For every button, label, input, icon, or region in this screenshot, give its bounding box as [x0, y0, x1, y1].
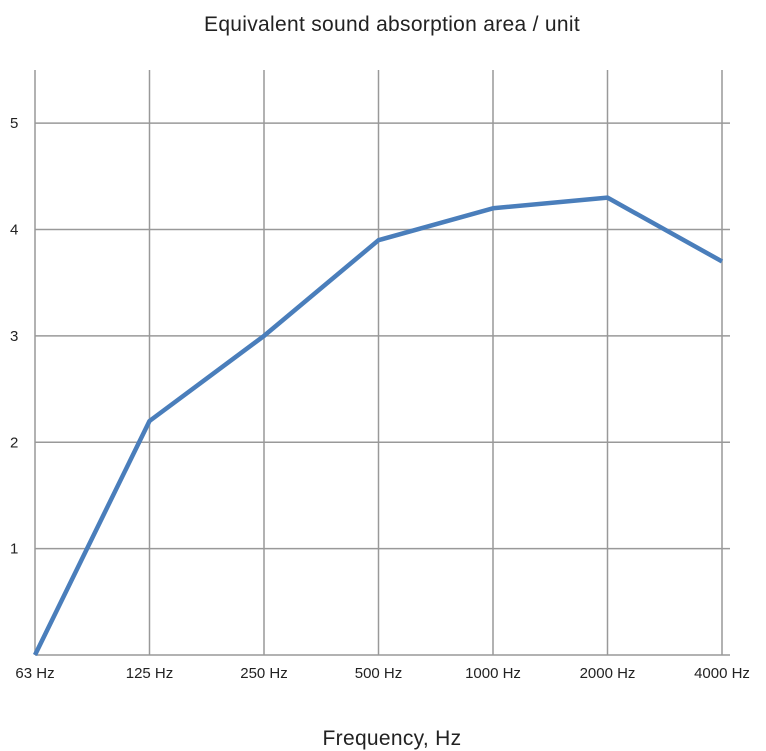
y-tick-label: 2 [10, 434, 18, 451]
y-tick-label: 5 [10, 115, 18, 132]
grid [34, 70, 730, 656]
y-tick-label: 1 [10, 541, 18, 558]
y-axis-ticks: 1 2 3 4 5 [10, 115, 18, 557]
x-tick-label: 500 Hz [355, 665, 403, 682]
series-line [32, 195, 724, 656]
x-axis-label: Frequency, Hz [323, 727, 462, 750]
y-tick-label: 4 [10, 222, 18, 239]
x-tick-label: 63 Hz [15, 665, 54, 682]
chart-title: Equivalent sound absorption area / unit [204, 13, 580, 36]
y-tick-label: 3 [10, 328, 18, 345]
x-axis-ticks: 63 Hz 125 Hz 250 Hz 500 Hz 1000 Hz 2000 Hz 400… [15, 665, 750, 682]
x-tick-label: 1000 Hz [465, 665, 521, 682]
series-layer [32, 195, 724, 656]
x-tick-label: 4000 Hz [694, 665, 750, 682]
x-tick-label: 125 Hz [126, 665, 174, 682]
x-tick-label: 2000 Hz [580, 665, 636, 682]
x-tick-label: 250 Hz [240, 665, 288, 682]
